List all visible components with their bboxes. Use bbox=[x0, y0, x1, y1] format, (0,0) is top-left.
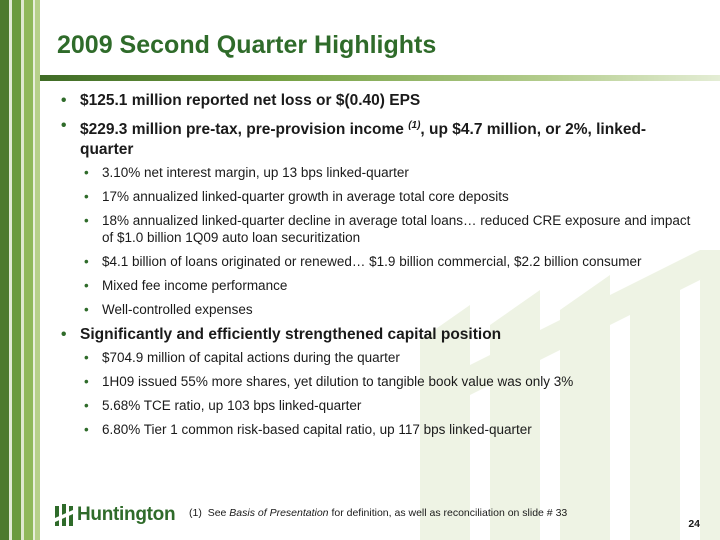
sub-bullet-text: 5.68% TCE ratio, up 103 bps linked-quart… bbox=[102, 398, 362, 414]
bullet-dot: • bbox=[84, 213, 89, 229]
bullet-dot: • bbox=[61, 326, 67, 344]
bullet-text: $125.1 million reported net loss or $(0.… bbox=[80, 92, 421, 109]
stripe bbox=[9, 0, 12, 540]
bullet-dot: • bbox=[84, 374, 89, 390]
sub-bullet: • 17% annualized linked-quarter growth in… bbox=[80, 188, 691, 205]
bullet-dot: • bbox=[84, 254, 89, 270]
bullet-dot: • bbox=[84, 165, 89, 181]
sub-bullet: • 18% annualized linked-quarter decline i… bbox=[80, 212, 691, 246]
highlights-list: • $125.1 million reported net loss or $(… bbox=[61, 91, 691, 445]
sub-bullet-text: Well-controlled expenses bbox=[102, 302, 253, 318]
stripe bbox=[21, 0, 24, 540]
logo-wordmark: Huntington bbox=[77, 504, 176, 525]
bullet-dot: • bbox=[84, 189, 89, 205]
bullet-dot: • bbox=[61, 117, 67, 134]
bullet-dot: • bbox=[84, 302, 89, 318]
sub-bullet: • $4.1 billion of loans originated or ren… bbox=[80, 253, 691, 270]
footnote: (1) See Basis of Presentation for defini… bbox=[189, 507, 567, 519]
highlight-bullet: • $229.3 million pre-tax, pre-provision … bbox=[61, 116, 691, 318]
bullet-dot: • bbox=[84, 422, 89, 438]
bullet-dot: • bbox=[84, 398, 89, 414]
bullet-text: , up $4.7 million, or 2%, linked-quarter bbox=[80, 121, 647, 159]
bullet-dot: • bbox=[61, 92, 67, 109]
sub-bullet: • 1H09 issued 55% more shares, yet diluti… bbox=[80, 373, 691, 390]
bullet-dot: • bbox=[84, 350, 89, 366]
huntington-logo: Huntington bbox=[55, 503, 176, 527]
sub-bullet: • $704.9 million of capital actions durin… bbox=[80, 349, 691, 366]
footnote-reference: (1) bbox=[408, 120, 421, 131]
sub-bullet-text: 17% annualized linked-quarter growth in … bbox=[102, 189, 509, 205]
sub-bullet: • 3.10% net interest margin, up 13 bps li… bbox=[80, 164, 691, 181]
sub-bullet-text: $4.1 billion of loans originated or rene… bbox=[102, 254, 642, 270]
sub-bullet-text: 1H09 issued 55% more shares, yet dilutio… bbox=[102, 374, 574, 390]
bullet-text: $229.3 million pre-tax, pre-provision in… bbox=[80, 121, 409, 139]
sub-bullet: • Mixed fee income performance bbox=[80, 277, 691, 294]
stripe bbox=[12, 0, 21, 540]
title-underline-rule bbox=[40, 75, 720, 81]
sub-bullet-text: 3.10% net interest margin, up 13 bps lin… bbox=[102, 165, 409, 181]
footnote-marker: (1) bbox=[189, 507, 202, 519]
bullet-dot: • bbox=[84, 278, 89, 294]
footnote-prefix: See bbox=[207, 507, 230, 519]
sub-bullet: • Well-controlled expenses bbox=[80, 301, 691, 318]
stripe bbox=[33, 0, 35, 540]
sub-bullet: • 6.80% Tier 1 common risk-based capital … bbox=[80, 421, 691, 438]
sub-bullet-text: 18% annualized linked-quarter decline in… bbox=[102, 213, 691, 246]
page-number: 24 bbox=[688, 518, 700, 530]
footnote-italic: Basis of Presentation bbox=[229, 507, 329, 519]
huntington-watermark-graphic bbox=[420, 250, 720, 540]
bullet-text: Significantly and efficiently strengthen… bbox=[80, 326, 502, 344]
sub-bullet-text: Mixed fee income performance bbox=[102, 278, 288, 294]
huntington-logo-icon bbox=[55, 504, 73, 526]
sub-bullet: • 5.68% TCE ratio, up 103 bps linked-quar… bbox=[80, 397, 691, 414]
highlight-bullet: • Significantly and efficiently strength… bbox=[61, 325, 691, 438]
footnote-suffix: for definition, as well as reconciliatio… bbox=[328, 507, 568, 519]
stripe bbox=[24, 0, 33, 540]
sub-bullet-text: 6.80% Tier 1 common risk-based capital r… bbox=[102, 422, 532, 438]
stripe bbox=[0, 0, 9, 540]
slide-title: 2009 Second Quarter Highlights bbox=[57, 31, 437, 59]
highlight-bullet: • $125.1 million reported net loss or $(… bbox=[61, 91, 691, 111]
sub-bullet-text: $704.9 million of capital actions during… bbox=[102, 350, 400, 366]
left-decorative-stripes bbox=[0, 0, 40, 540]
stripe bbox=[35, 0, 40, 540]
